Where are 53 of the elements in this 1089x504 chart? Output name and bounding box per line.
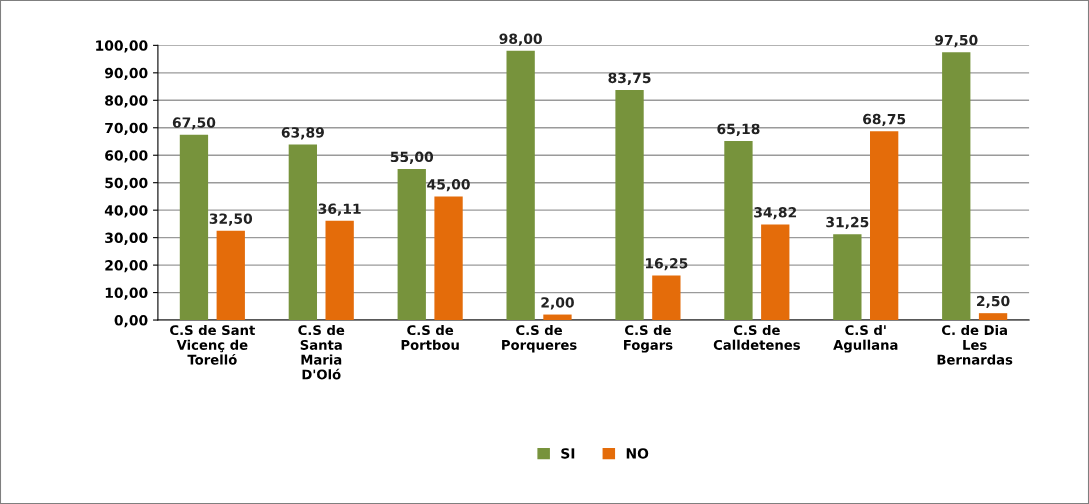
- data-label: 36,11: [318, 203, 361, 216]
- data-label: 97,50: [935, 34, 978, 48]
- x-tick-label: C.S de Porqueres: [502, 324, 577, 353]
- y-tick-label: 0,00: [114, 315, 148, 328]
- bar: [870, 131, 899, 321]
- x-tick-label: C.S de Sant Vicenç de Torelló: [170, 324, 255, 365]
- bar: [942, 52, 971, 321]
- y-tick-label: 90,00: [104, 67, 148, 81]
- x-tick-label: C. de Dia Les Bernardas: [937, 324, 1013, 365]
- x-tick-label: C.S de Portbou: [401, 324, 459, 350]
- data-label: 2,00: [541, 297, 574, 310]
- y-tick-label: 80,00: [105, 95, 148, 108]
- bar: [761, 224, 790, 321]
- bar: [615, 90, 644, 321]
- y-tick-label: 20,00: [105, 260, 148, 273]
- data-label: 16,25: [645, 258, 688, 271]
- bar: [652, 275, 681, 321]
- y-tick-label: 60,00: [105, 150, 148, 163]
- bar: [325, 220, 354, 321]
- legend-label: SI: [561, 448, 575, 459]
- data-label: 67,50: [172, 117, 216, 130]
- data-label: 55,00: [390, 151, 434, 164]
- bar: [833, 234, 862, 321]
- data-label: 65,18: [717, 123, 760, 136]
- bar: [288, 144, 318, 321]
- x-tick-label: C.S de Calldetenes: [713, 324, 800, 350]
- bar: [434, 196, 463, 321]
- bar: [179, 134, 209, 321]
- y-tick-label: 30,00: [105, 232, 148, 245]
- y-tick-label: 50,00: [105, 177, 148, 190]
- y-tick-label: 40,00: [104, 205, 148, 218]
- legend-label: NO: [626, 448, 649, 459]
- y-tick-label: 10,00: [105, 287, 148, 300]
- data-label: 2,50: [977, 295, 1010, 309]
- data-label: 98,00: [499, 33, 542, 46]
- data-label: 34,82: [754, 207, 797, 220]
- y-tick-label: 100,00: [96, 40, 148, 53]
- data-label: 63,89: [281, 127, 324, 140]
- bar: [397, 168, 426, 321]
- data-label: 45,00: [427, 179, 470, 192]
- bar: [216, 230, 245, 321]
- data-label: 83,75: [608, 72, 651, 85]
- bar: [978, 313, 1008, 321]
- data-label: 32,50: [209, 213, 253, 226]
- data-label: 68,75: [863, 113, 906, 127]
- data-label: 31,25: [826, 216, 869, 230]
- bar: [543, 314, 572, 321]
- x-tick-label: C.S de Santa Maria D'Oló: [298, 324, 345, 380]
- x-tick-label: C.S de Fogars: [624, 324, 673, 353]
- y-tick-label: 70,00: [105, 122, 148, 136]
- bar: [506, 50, 535, 321]
- x-tick-label: C.S d' Agullana: [833, 324, 898, 353]
- bar: [724, 141, 753, 321]
